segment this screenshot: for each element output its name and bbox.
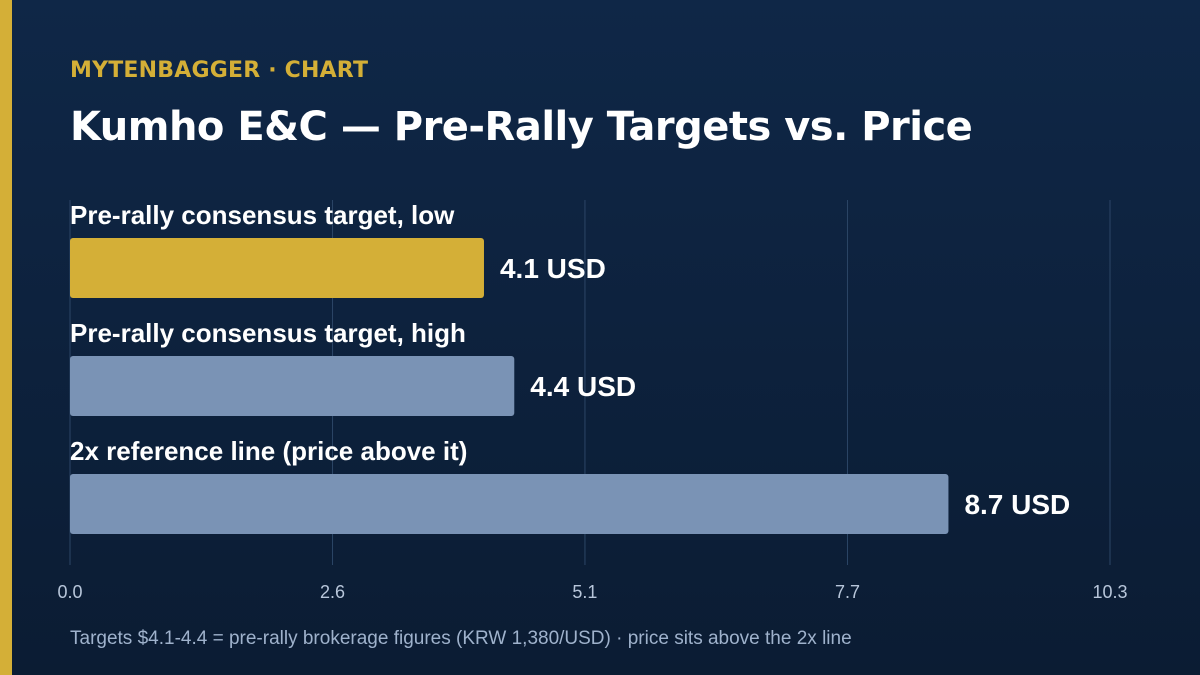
bar-layer: Pre-rally consensus target, low 4.1 USD Pr… bbox=[70, 200, 1070, 534]
value-label: 4.4 USD bbox=[530, 371, 636, 402]
x-tick-label: 10.3 bbox=[1092, 582, 1127, 602]
bar bbox=[70, 474, 949, 534]
category-label: Pre-rally consensus target, low bbox=[70, 200, 455, 230]
x-tick-label: 2.6 bbox=[320, 582, 345, 602]
x-axis-ticks: 0.0 2.6 5.1 7.7 10.3 bbox=[57, 582, 1127, 602]
value-label: 4.1 USD bbox=[500, 253, 606, 284]
x-tick-label: 5.1 bbox=[572, 582, 597, 602]
bar bbox=[70, 356, 515, 416]
category-label: Pre-rally consensus target, high bbox=[70, 318, 466, 348]
bar bbox=[70, 238, 484, 298]
category-label: 2x reference line (price above it) bbox=[70, 436, 467, 466]
accent-bar bbox=[0, 0, 12, 675]
x-tick-label: 7.7 bbox=[835, 582, 860, 602]
footnote: Targets $4.1-4.4 = pre-rally brokerage f… bbox=[70, 628, 852, 649]
value-label: 8.7 USD bbox=[964, 489, 1070, 520]
eyebrow-label: MYTENBAGGER · CHART bbox=[70, 58, 369, 83]
chart-title: Kumho E&C — Pre-Rally Targets vs. Price bbox=[70, 104, 973, 150]
x-tick-label: 0.0 bbox=[57, 582, 82, 602]
